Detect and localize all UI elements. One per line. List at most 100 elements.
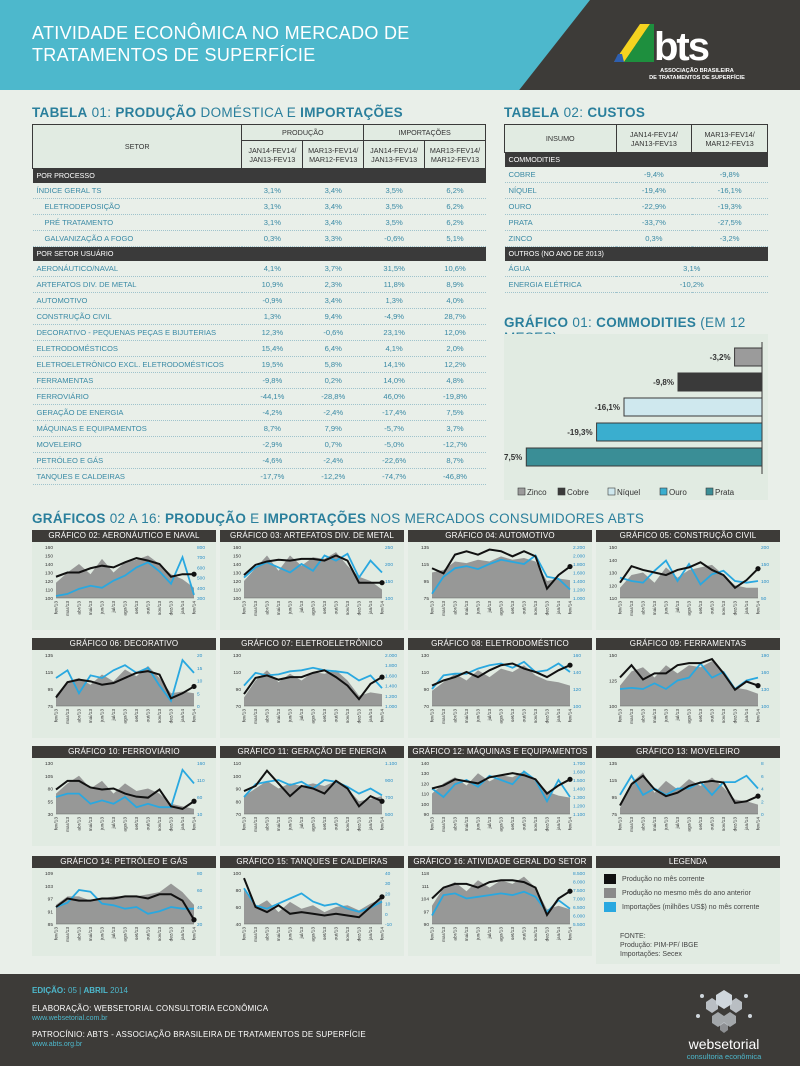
x-tick: ago/13 xyxy=(123,709,129,724)
col-insumo: INSUMO xyxy=(504,124,617,153)
cell-value: 3,1% xyxy=(241,198,303,215)
x-tick: fev/14 xyxy=(756,601,762,614)
y-right-tick: 20 xyxy=(385,891,391,897)
y-right-tick: 300 xyxy=(197,596,205,602)
chart-title: GRÁFICO 06: DECORATIVO xyxy=(32,638,216,650)
x-tick: out/13 xyxy=(522,927,528,941)
cell-value: 9,4% xyxy=(302,308,364,325)
col-setor: SETOR xyxy=(31,124,243,169)
y-right-tick: 1.300 xyxy=(573,795,585,801)
websetorial-tagline: consultoria econômica xyxy=(686,1052,762,1061)
y-left-tick: 100 xyxy=(233,596,241,602)
y-right-tick: 150 xyxy=(761,562,769,568)
chart01-bar-zinco xyxy=(734,347,763,367)
elaboracao-url[interactable]: www.websetorial.com.br xyxy=(32,1015,108,1022)
x-tick: nov/13 xyxy=(157,927,163,942)
x-tick: out/13 xyxy=(710,601,716,615)
y-right-tick: 2 xyxy=(761,799,764,805)
row-label: AUTOMOTIVO xyxy=(32,292,242,309)
cell-value: 3,1% xyxy=(616,260,768,277)
y-left-tick: 100 xyxy=(233,774,241,780)
y-right-tick: 20 xyxy=(197,653,203,659)
series-prod-line xyxy=(619,657,759,692)
chart-3-plot: 100 110 120 130 140 150 160 100 150 200 250 fev/13 m… xyxy=(233,545,393,616)
series-prod-last-point xyxy=(567,776,573,782)
y-left-tick: 95 xyxy=(612,795,618,801)
x-tick: fev/14 xyxy=(568,601,574,614)
cell-value: 6,2% xyxy=(424,198,486,215)
cell-value: 3,4% xyxy=(302,214,364,231)
series-prod-line xyxy=(243,669,383,701)
chart-title: GRÁFICO 05: CONSTRUÇÃO CIVIL xyxy=(596,530,780,542)
x-tick: fev/14 xyxy=(568,817,574,830)
table-row: PRATA -33,7% -27,5% xyxy=(504,214,768,231)
cell-value: -9,8% xyxy=(241,372,303,389)
x-tick: jan/14 xyxy=(368,927,374,941)
y-right-tick: 7.500 xyxy=(573,888,585,894)
y-right-tick: 700 xyxy=(197,555,205,561)
cell-value: -9,8% xyxy=(691,166,768,183)
cell-value: 28,7% xyxy=(424,308,486,325)
x-tick: jun/13 xyxy=(288,817,294,831)
cell-value: 3,7% xyxy=(424,420,486,437)
table-row: CONSTRUÇÃO CIVIL 1,3% 9,4% -4,9% 28,7% xyxy=(32,308,486,325)
y-left-tick: 105 xyxy=(45,774,53,780)
cell-value: 3,5% xyxy=(363,182,425,199)
group-por-processo: POR PROCESSO xyxy=(32,168,486,183)
series-prev-area xyxy=(244,890,382,924)
x-tick: out/13 xyxy=(334,709,340,723)
series-prev-area xyxy=(620,661,758,706)
x-tick: nov/13 xyxy=(345,601,351,616)
y-left-tick: 111 xyxy=(422,884,430,890)
x-tick: abr/13 xyxy=(453,709,459,723)
x-tick: mai/13 xyxy=(276,709,282,724)
row-label: CONSTRUÇÃO CIVIL xyxy=(32,308,242,325)
y-left-tick: 90 xyxy=(236,687,242,693)
y-left-tick: 125 xyxy=(609,679,617,685)
cell-value: -28,8% xyxy=(302,388,364,405)
y-right-tick: 8 xyxy=(761,761,764,767)
y-left-tick: 104 xyxy=(421,897,429,903)
cell-value: 14,0% xyxy=(363,372,425,389)
x-tick: fev/13 xyxy=(430,709,436,722)
table-row: ELETROELETRÔNICO EXCL. ELETRODOMÉSTICOS 1… xyxy=(32,356,486,373)
page-header: ATIVIDADE ECONÔMICA NO MERCADO DE TRATAM… xyxy=(0,0,800,90)
chart-title: GRÁFICO 16: ATIVIDADE GERAL DO SETOR xyxy=(408,856,592,868)
cell-value: -0,6% xyxy=(363,230,425,247)
series-imports-line xyxy=(55,554,195,597)
charts-section-title: GRÁFICOS 02 A 16: PRODUÇÃO E IMPORTAÇÕES… xyxy=(32,511,645,526)
x-tick: fev/14 xyxy=(380,927,386,940)
chart-11-plot: 70 80 90 100 110 500 700 900 1.100 fev/13 mar/13 ab… xyxy=(233,761,397,832)
row-label: ELETROELETRÔNICO EXCL. ELETRODOMÉSTICOS xyxy=(32,356,242,373)
chart01-legend-swatch-ouro xyxy=(659,487,668,496)
x-tick: jun/13 xyxy=(476,601,482,615)
y-right-tick: 1.600 xyxy=(385,673,397,679)
chart-panel-9: GRÁFICO 09: FERRAMENTAS 100 125 150 100 130 16… xyxy=(596,638,780,738)
x-tick: mai/13 xyxy=(276,817,282,832)
row-label: TANQUES E CALDEIRAS xyxy=(32,468,242,485)
x-tick: jul/13 xyxy=(111,709,117,722)
x-tick: dez/13 xyxy=(169,601,175,616)
series-imports-line xyxy=(431,770,571,804)
x-tick: mar/13 xyxy=(65,709,71,724)
y-right-tick: 190 xyxy=(761,653,769,659)
series-prev-area xyxy=(56,555,194,598)
cell-value: -19,4% xyxy=(616,182,692,199)
chart01-label-zinco: -3,2% xyxy=(710,353,731,362)
chart-panel-4: GRÁFICO 04: AUTOMOTIVO 75 95 115 135 1.000 1.2… xyxy=(408,530,592,630)
y-right-tick: 200 xyxy=(761,545,769,551)
x-tick: nov/13 xyxy=(157,817,163,832)
y-left-tick: 115 xyxy=(609,778,617,784)
edition: EDIÇÃO: 05 | ABRIL 2014 xyxy=(32,986,128,995)
y-right-tick: 1.600 xyxy=(573,770,585,776)
chart01-label-níquel: -16,1% xyxy=(595,403,620,412)
patrocinio-url[interactable]: www.abts.org.br xyxy=(32,1041,83,1048)
x-tick: out/13 xyxy=(334,817,340,831)
y-left-tick: 120 xyxy=(609,583,617,589)
y-left-tick: 120 xyxy=(233,579,241,585)
y-left-tick: 70 xyxy=(236,704,242,710)
x-tick: mar/13 xyxy=(253,927,259,942)
row-label: ENERGIA ELÉTRICA xyxy=(504,276,617,293)
series-prod-last-point xyxy=(567,662,573,668)
table-row: GERAÇÃO DE ENERGIA -4,2% -2,4% -17,4% 7,5% xyxy=(32,404,486,421)
